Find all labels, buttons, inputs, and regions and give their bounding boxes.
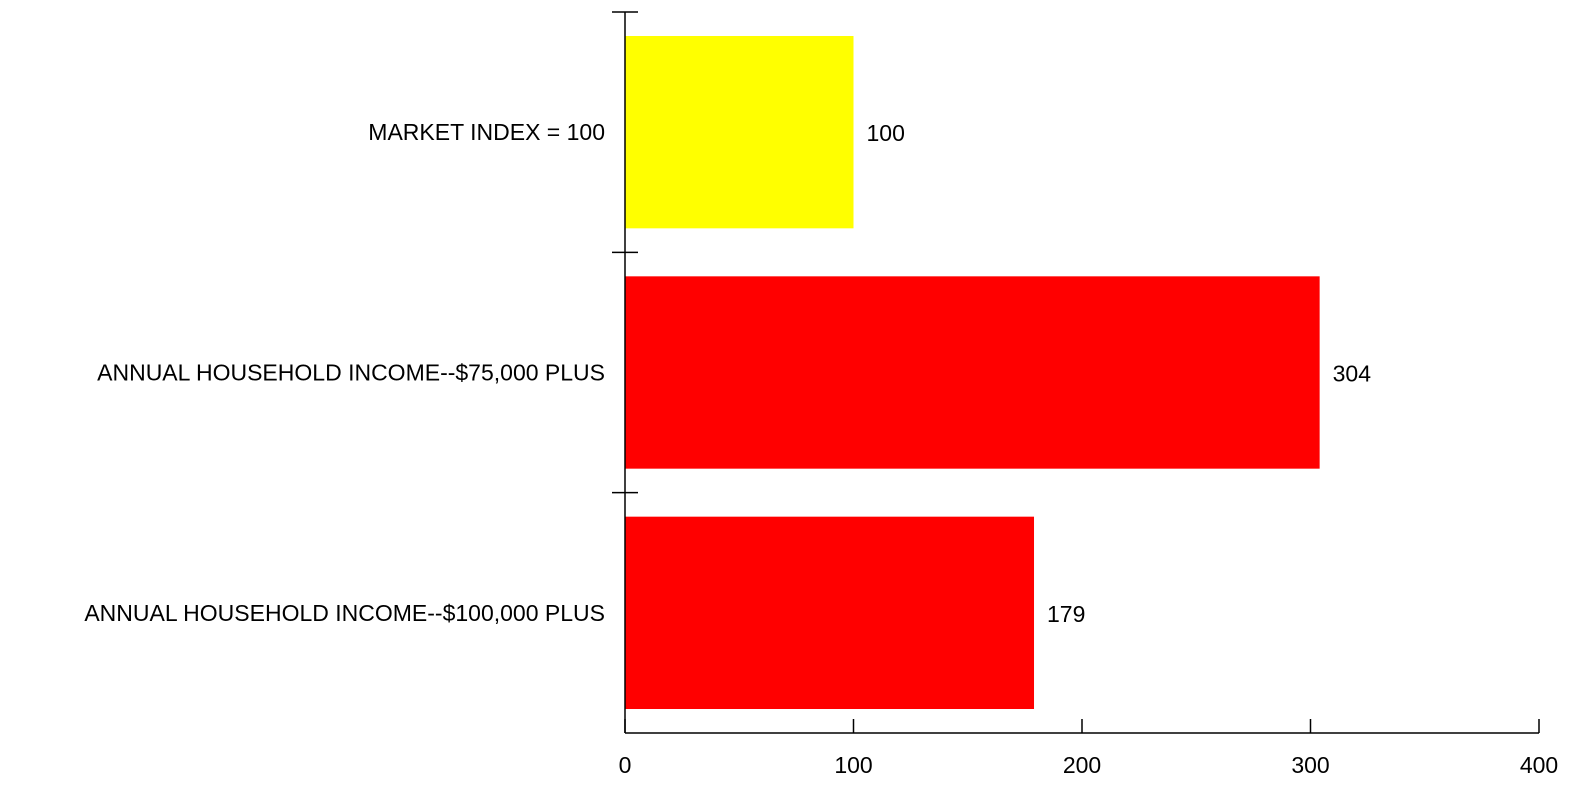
labels-layer: MARKET INDEX = 100 100 ANNUAL HOUSEHOLD IN… — [84, 119, 1558, 778]
category-label-3: ANNUAL HOUSEHOLD INCOME--$100,000 PLUS — [84, 600, 605, 626]
bar-2 — [625, 276, 1320, 469]
x-tick-label-100: 100 — [834, 752, 872, 778]
x-tick-label-300: 300 — [1291, 752, 1329, 778]
x-tick-label-400: 400 — [1520, 752, 1558, 778]
x-tick-label-0: 0 — [619, 752, 632, 778]
bars-layer — [625, 36, 1320, 709]
category-label-1: MARKET INDEX = 100 — [368, 119, 605, 145]
axes-layer — [612, 11, 1540, 734]
bar-3 — [625, 516, 1035, 709]
category-label-2: ANNUAL HOUSEHOLD INCOME--$75,000 PLUS — [97, 360, 605, 386]
value-label-1: 100 — [867, 120, 905, 146]
bar-1 — [625, 36, 854, 229]
value-label-3: 179 — [1047, 601, 1085, 627]
value-label-2: 304 — [1333, 361, 1372, 387]
x-tick-label-200: 200 — [1063, 752, 1101, 778]
